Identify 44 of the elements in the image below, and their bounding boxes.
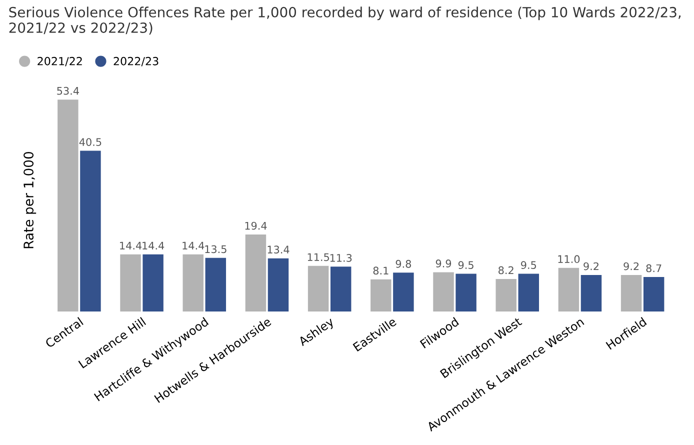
- bar: [580, 274, 602, 312]
- bar: [120, 254, 141, 312]
- data-label: 14.4: [120, 242, 142, 250]
- y-axis-title: Rate per 1,000: [24, 152, 36, 248]
- data-label: 9.5: [458, 261, 474, 270]
- data-label: 9.9: [436, 260, 452, 268]
- data-label: 8.2: [498, 266, 514, 274]
- data-label: 11.0: [558, 255, 580, 264]
- data-label: 40.5: [79, 138, 102, 146]
- legend-label: 2022/23: [114, 56, 158, 66]
- data-label: 11.3: [330, 254, 352, 262]
- bar: [558, 268, 580, 312]
- bar: [245, 234, 266, 312]
- data-label: 9.8: [396, 260, 412, 268]
- data-label: 13.5: [205, 245, 226, 254]
- data-label: 8.1: [373, 266, 388, 275]
- bar: [456, 274, 476, 312]
- data-label: 53.4: [57, 86, 79, 95]
- bar: [393, 272, 414, 312]
- bar: [58, 100, 78, 312]
- data-label: 14.4: [182, 242, 204, 250]
- data-label: 14.4: [142, 242, 164, 250]
- bar: [496, 278, 516, 312]
- data-label: 8.7: [646, 264, 662, 272]
- data-label: 9.2: [584, 262, 598, 270]
- bar: [80, 150, 101, 312]
- legend-label: 2021/22: [38, 56, 82, 66]
- bar: [205, 258, 226, 312]
- chart-title: Serious Violence Offences Rate per 1,000 recorded by ward of residence (Top 10 Wards 2022/23, 2021/22 vs 2022/23): [9, 6, 681, 35]
- bar: [370, 279, 392, 312]
- bar: [268, 258, 289, 312]
- bar: [620, 274, 642, 312]
- data-label: 13.4: [268, 246, 290, 254]
- bar: [643, 276, 664, 312]
- bar: [142, 254, 164, 312]
- data-label: 9.5: [521, 261, 536, 270]
- data-label: 19.4: [245, 222, 267, 230]
- bar: [518, 274, 540, 312]
- bar: [433, 272, 454, 312]
- bar: [330, 266, 352, 312]
- data-label: 11.5: [308, 253, 329, 262]
- bar: [308, 266, 329, 312]
- bar: [182, 254, 204, 312]
- data-label: 9.2: [624, 262, 639, 270]
